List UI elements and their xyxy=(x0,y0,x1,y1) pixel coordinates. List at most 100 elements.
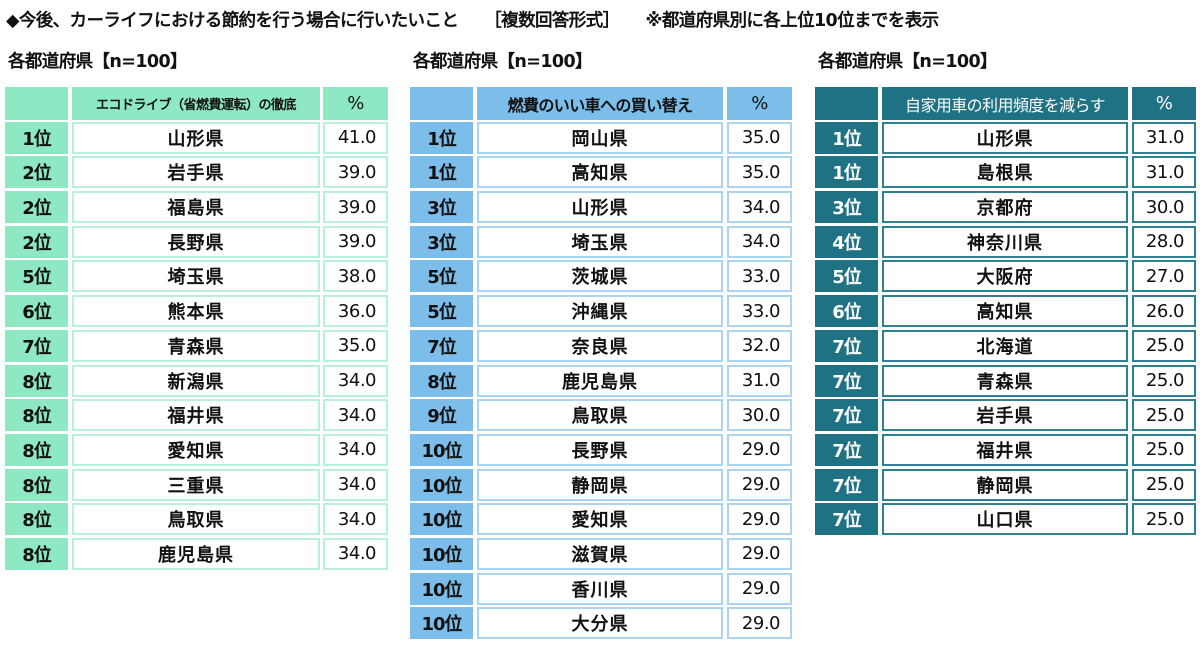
percent-cell: 29.0 xyxy=(727,468,792,501)
percent-cell: 29.0 xyxy=(727,433,792,466)
prefecture-cell: 北海道 xyxy=(882,329,1128,362)
rank-cell: 9位 xyxy=(410,399,473,432)
rank-cell: 2位 xyxy=(5,156,68,189)
percent-cell: 38.0 xyxy=(323,260,388,293)
rank-cell: 7位 xyxy=(815,364,878,397)
prefecture-cell: 青森県 xyxy=(882,364,1128,397)
answer-format: ［複数回答形式］ xyxy=(484,11,620,31)
rank-cell: 8位 xyxy=(5,399,68,432)
prefecture-cell: 静岡県 xyxy=(882,468,1128,501)
prefecture-cell: 鹿児島県 xyxy=(477,364,723,397)
percent-cell: 35.0 xyxy=(323,329,388,362)
prefecture-cell: 奈良県 xyxy=(477,329,723,362)
percent-cell: 39.0 xyxy=(323,225,388,258)
percent-cell: 34.0 xyxy=(727,225,792,258)
prefecture-cell: 大分県 xyxy=(477,607,723,640)
percent-cell: 29.0 xyxy=(727,572,792,605)
rank-cell: 3位 xyxy=(410,225,473,258)
rank-cell: 7位 xyxy=(815,329,878,362)
prefecture-cell: 岩手県 xyxy=(882,399,1128,432)
percent-cell: 41.0 xyxy=(323,121,388,154)
rank-cell: 6位 xyxy=(5,295,68,328)
prefecture-cell: 愛知県 xyxy=(477,503,723,536)
prefecture-cell: 山形県 xyxy=(882,121,1128,154)
percent-cell: 25.0 xyxy=(1132,364,1196,397)
item-header: エコドライブ（省燃費運転）の徹底 xyxy=(72,87,320,120)
percent-cell: 26.0 xyxy=(1132,295,1196,328)
rank-cell: 1位 xyxy=(410,156,473,189)
prefecture-cell: 鹿児島県 xyxy=(72,537,320,570)
rank-cell: 7位 xyxy=(815,433,878,466)
rank-cell: 1位 xyxy=(815,121,878,154)
prefecture-cell: 静岡県 xyxy=(477,468,723,501)
rank-cell: 3位 xyxy=(815,191,878,224)
percent-header: % xyxy=(727,87,792,120)
rank-cell: 5位 xyxy=(5,260,68,293)
rank-cell: 2位 xyxy=(5,191,68,224)
prefecture-cell: 岡山県 xyxy=(477,121,723,154)
rank-cell: 4位 xyxy=(815,225,878,258)
rank-cell: 6位 xyxy=(815,295,878,328)
prefecture-cell: 香川県 xyxy=(477,572,723,605)
percent-cell: 39.0 xyxy=(323,156,388,189)
prefecture-cell: 福井県 xyxy=(72,399,320,432)
prefecture-cell: 埼玉県 xyxy=(477,225,723,258)
rank-cell: 1位 xyxy=(410,121,473,154)
percent-cell: 34.0 xyxy=(323,468,388,501)
prefecture-cell: 青森県 xyxy=(72,329,320,362)
rank-cell: 2位 xyxy=(5,225,68,258)
rank-cell: 7位 xyxy=(815,503,878,536)
percent-cell: 33.0 xyxy=(727,295,792,328)
rank-header xyxy=(410,87,473,120)
prefecture-cell: 大阪府 xyxy=(882,260,1128,293)
prefecture-cell: 高知県 xyxy=(882,295,1128,328)
prefecture-cell: 福井県 xyxy=(882,433,1128,466)
percent-cell: 31.0 xyxy=(727,364,792,397)
prefecture-cell: 三重県 xyxy=(72,468,320,501)
prefecture-cell: 愛知県 xyxy=(72,433,320,466)
prefecture-cell: 京都府 xyxy=(882,191,1128,224)
item-header: 自家用車の利用頻度を減らす xyxy=(882,87,1128,120)
rank-cell: 10位 xyxy=(410,572,473,605)
page-title: ◆今後、カーライフにおける節約を行う場合に行いたいこと ［複数回答形式］ ※都道府県… xyxy=(6,7,939,32)
rank-cell: 10位 xyxy=(410,503,473,536)
prefecture-cell: 山口県 xyxy=(882,503,1128,536)
percent-cell: 29.0 xyxy=(727,607,792,640)
percent-cell: 35.0 xyxy=(727,121,792,154)
percent-cell: 30.0 xyxy=(1132,191,1196,224)
percent-cell: 27.0 xyxy=(1132,260,1196,293)
percent-cell: 25.0 xyxy=(1132,399,1196,432)
percent-cell: 34.0 xyxy=(323,537,388,570)
prefecture-cell: 埼玉県 xyxy=(72,260,320,293)
table1-subtitle: 各都道府県【n=100】 xyxy=(8,52,188,72)
prefecture-cell: 島根県 xyxy=(882,156,1128,189)
prefecture-cell: 神奈川県 xyxy=(882,225,1128,258)
rank-cell: 10位 xyxy=(410,468,473,501)
rank-cell: 10位 xyxy=(410,607,473,640)
prefecture-cell: 長野県 xyxy=(477,433,723,466)
prefecture-cell: 茨城県 xyxy=(477,260,723,293)
percent-cell: 25.0 xyxy=(1132,433,1196,466)
rank-cell: 5位 xyxy=(410,295,473,328)
prefecture-cell: 福島県 xyxy=(72,191,320,224)
rank-cell: 5位 xyxy=(410,260,473,293)
rank-cell: 8位 xyxy=(5,364,68,397)
prefecture-cell: 山形県 xyxy=(477,191,723,224)
prefecture-cell: 山形県 xyxy=(72,121,320,154)
rank-cell: 7位 xyxy=(410,329,473,362)
percent-header: % xyxy=(1132,87,1196,120)
rank-cell: 8位 xyxy=(5,468,68,501)
table3-subtitle: 各都道府県【n=100】 xyxy=(818,52,998,72)
percent-cell: 36.0 xyxy=(323,295,388,328)
percent-cell: 29.0 xyxy=(727,503,792,536)
rank-cell: 5位 xyxy=(815,260,878,293)
percent-cell: 32.0 xyxy=(727,329,792,362)
title-text: ◆今後、カーライフにおける節約を行う場合に行いたいこと xyxy=(6,11,459,31)
rank-cell: 1位 xyxy=(815,156,878,189)
percent-cell: 25.0 xyxy=(1132,503,1196,536)
percent-cell: 34.0 xyxy=(323,433,388,466)
percent-cell: 33.0 xyxy=(727,260,792,293)
percent-cell: 34.0 xyxy=(727,191,792,224)
percent-cell: 25.0 xyxy=(1132,468,1196,501)
rank-cell: 7位 xyxy=(815,468,878,501)
